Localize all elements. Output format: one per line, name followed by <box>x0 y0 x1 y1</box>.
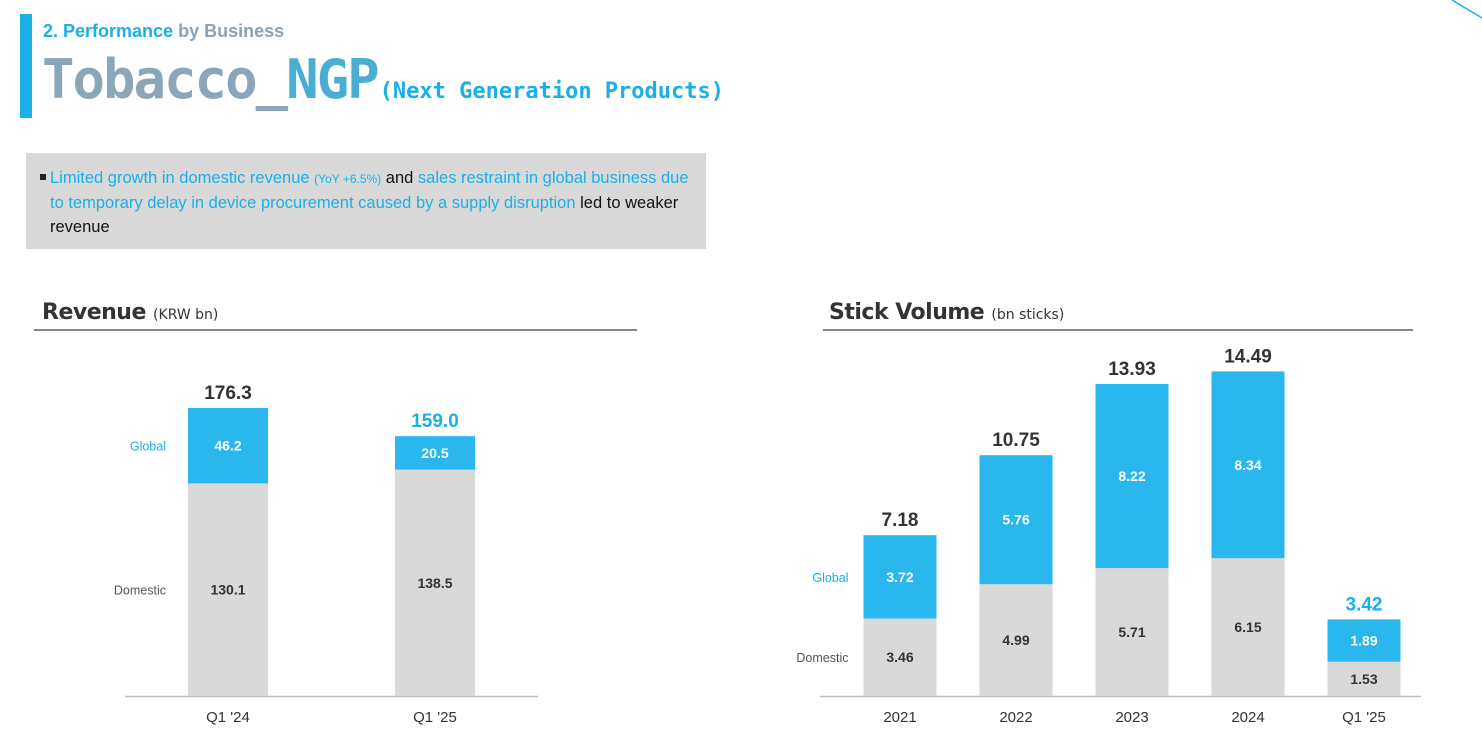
volume-unit: (bn sticks) <box>991 307 1065 323</box>
x-tick-label: Q1 '25 <box>1342 709 1386 726</box>
summary-part4: led to weaker revenue <box>50 194 679 236</box>
accent-bar <box>20 14 32 118</box>
title-main: Tobacco_ <box>42 48 288 111</box>
data-label-total: 13.93 <box>1108 359 1156 380</box>
bar-domestic <box>1095 568 1169 696</box>
x-tick-label: Q1 '24 <box>206 709 250 726</box>
volume-title-rule <box>823 329 1413 331</box>
bar-global <box>188 407 268 484</box>
revenue-chart-title: Revenue (KRW bn) <box>42 300 218 325</box>
x-tick-label: 2024 <box>1231 709 1264 726</box>
bar-global <box>979 455 1053 585</box>
legend-global: Global <box>130 440 166 454</box>
bar-domestic <box>1327 661 1401 696</box>
stick-volume-chart: 3.46 3.72 7.18 2021 4.99 5.76 10.75 2022 5.71 8.2… <box>796 346 1421 726</box>
bullet-icon <box>40 174 46 180</box>
data-label-total: 14.49 <box>1224 346 1272 367</box>
section-number: 2. Performance <box>43 21 174 41</box>
data-label-total: 7.18 <box>882 510 919 531</box>
revenue-chart: 130.1 46.2 176.3 Q1 '24 138.5 20.5 159.0 Q1 '25… <box>114 383 538 726</box>
volume-title: Stick Volume <box>829 300 985 325</box>
data-label-total: 176.3 <box>204 383 252 404</box>
section-name: by Business <box>178 21 285 41</box>
data-label-domestic: 1.53 <box>1350 671 1377 687</box>
bar-global <box>1095 383 1169 569</box>
section-label: 2. Performance by Business <box>43 21 284 42</box>
bar-global <box>1211 371 1285 559</box>
data-label-global: 3.72 <box>886 569 913 585</box>
data-label-domestic: 3.46 <box>886 649 913 665</box>
title-subtitle: (Next Generation Products) <box>379 79 725 104</box>
legend-domestic: Domestic <box>114 584 166 598</box>
bar-domestic <box>863 618 937 696</box>
bar-global <box>395 436 475 470</box>
x-tick-label: 2021 <box>883 709 916 726</box>
summary-box: Limited growth in domestic revenue (YoY … <box>26 153 706 249</box>
data-label-global: 5.76 <box>1002 512 1029 528</box>
revenue-title: Revenue <box>42 300 146 325</box>
data-label-domestic: 5.71 <box>1118 624 1145 640</box>
data-label-total: 10.75 <box>992 430 1040 451</box>
bar-domestic <box>395 469 475 696</box>
revenue-unit: (KRW bn) <box>153 307 219 323</box>
bar-global <box>863 535 937 619</box>
page-title: Tobacco_NGP(Next Generation Products) <box>42 48 724 111</box>
bar-domestic <box>979 584 1053 696</box>
data-label-total: 159.0 <box>411 411 459 432</box>
summary-part2: and <box>385 169 414 187</box>
data-label-global: 20.5 <box>421 445 448 461</box>
data-label-domestic: 138.5 <box>417 575 452 591</box>
summary-part3: sales restraint in global business due t… <box>50 169 689 212</box>
volume-chart-title: Stick Volume (bn sticks) <box>829 300 1064 325</box>
data-label-domestic: 6.15 <box>1234 619 1261 635</box>
data-label-global: 8.34 <box>1234 457 1261 473</box>
bar-domestic <box>188 483 268 696</box>
legend-global: Global <box>812 571 848 585</box>
corner-decoration <box>1451 0 1482 19</box>
summary-yoy: (YoY +6.5%) <box>314 172 382 186</box>
bar-domestic <box>1211 558 1285 696</box>
title-ngp: NGP <box>286 48 380 111</box>
data-label-domestic: 130.1 <box>210 582 245 598</box>
revenue-title-rule <box>34 329 637 331</box>
data-label-domestic: 4.99 <box>1002 632 1029 648</box>
data-label-global: 1.89 <box>1350 633 1377 649</box>
summary-part1: Limited growth in domestic revenue <box>50 169 310 187</box>
x-tick-label: Q1 '25 <box>413 709 457 726</box>
data-label-global: 46.2 <box>214 438 241 454</box>
bar-global <box>1327 619 1401 662</box>
x-tick-label: 2022 <box>999 709 1032 726</box>
legend-domestic: Domestic <box>796 651 848 665</box>
data-label-global: 8.22 <box>1118 468 1145 484</box>
summary-text: Limited growth in domestic revenue (YoY … <box>50 166 690 239</box>
x-tick-label: 2023 <box>1115 709 1148 726</box>
data-label-total: 3.42 <box>1346 594 1383 615</box>
